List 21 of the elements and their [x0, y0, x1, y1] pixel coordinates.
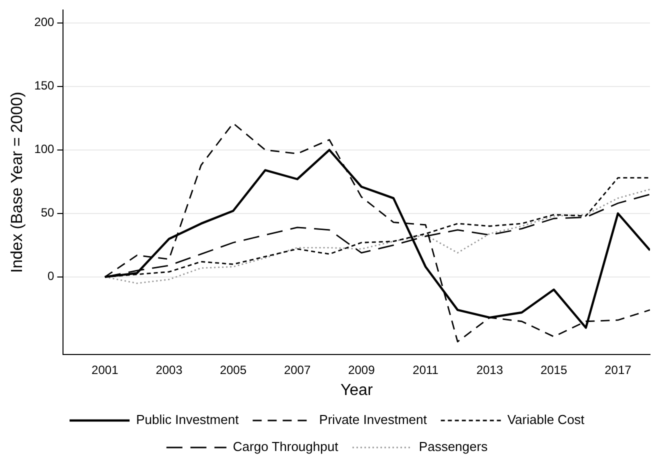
y-tick-label: 50 [40, 206, 55, 220]
legend-label: Passengers [418, 439, 488, 454]
x-tick-label: 2011 [412, 362, 439, 377]
legend-label: Private Investment [319, 412, 428, 428]
legend-label: Public Investment [136, 412, 240, 428]
x-tick-label: 2003 [156, 362, 183, 377]
y-tick-label: 150 [34, 78, 55, 93]
x-tick-label: 2005 [220, 362, 247, 377]
x-tick-label: 2013 [476, 362, 504, 377]
x-axis-title: Year [340, 382, 374, 399]
x-tick-label: 2001 [92, 362, 119, 377]
x-tick-label: 2009 [348, 362, 376, 377]
y-tick-label: 0 [48, 269, 55, 284]
legend-label: Cargo Throughput [232, 439, 339, 454]
x-tick-label: 2007 [284, 362, 311, 377]
legend-label: Variable Cost [507, 412, 585, 428]
y-tick-label: 100 [34, 142, 55, 156]
y-tick-label: 200 [34, 15, 55, 30]
x-tick-label: 2017 [604, 362, 632, 377]
x-tick-label: 2015 [540, 362, 568, 377]
y-axis-title: Index (Base Year = 2000) [9, 92, 26, 273]
